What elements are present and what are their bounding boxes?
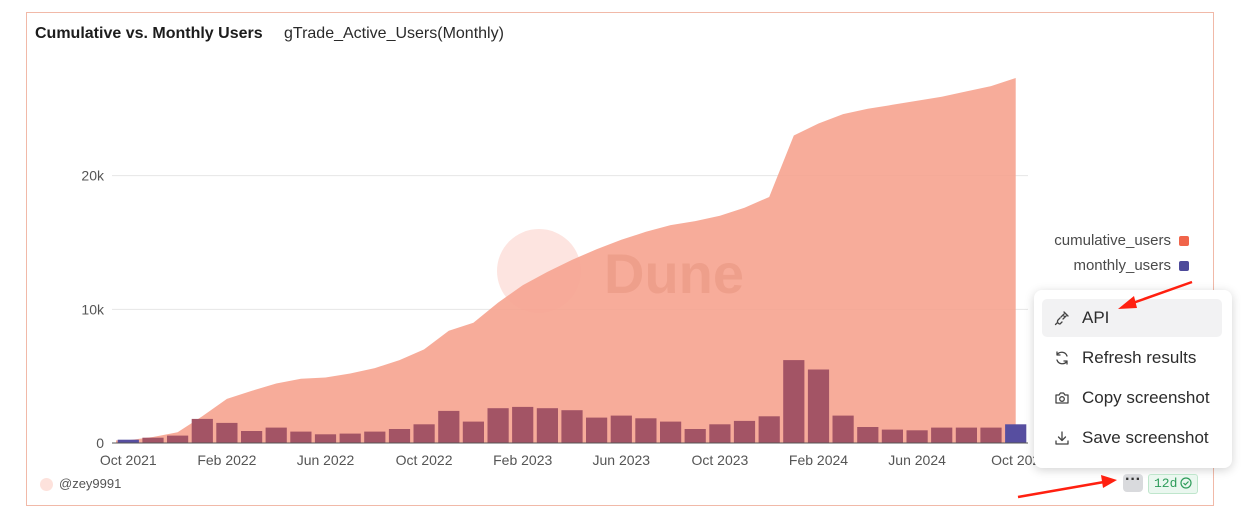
monthly-users-bar [265, 427, 287, 443]
watermark-text: Dune [604, 242, 744, 305]
age-badge: 12d [1148, 474, 1199, 494]
x-tick-label: Oct 202 [991, 452, 1040, 468]
monthly-users-bar [290, 431, 312, 443]
menu-item-label: API [1082, 308, 1110, 327]
menu-item-copy-screenshot[interactable]: Copy screenshot [1042, 379, 1222, 417]
monthly-users-bar [733, 420, 756, 443]
monthly-users-bar [388, 429, 411, 443]
camera-icon [1055, 392, 1069, 404]
monthly-users-bar [512, 406, 534, 443]
check-circle-icon [1180, 477, 1193, 489]
monthly-users-bar [241, 431, 263, 443]
menu-item-label: Copy screenshot [1082, 388, 1210, 407]
monthly-users-bar [167, 435, 189, 443]
author-name: @zey9991 [59, 476, 122, 491]
author-link[interactable]: @zey9991 [40, 476, 122, 492]
legend-label-cumulative: cumulative_users [1054, 232, 1171, 249]
y-tick-label: 20k [81, 168, 105, 184]
monthly-users-bar [536, 408, 558, 443]
monthly-users-bar [561, 410, 583, 443]
x-tick-label: Oct 2022 [396, 452, 453, 468]
context-menu: API Refresh results Copy screenshot Save… [1034, 290, 1232, 468]
monthly-users-bar [191, 418, 213, 443]
menu-item-api[interactable]: API [1042, 299, 1222, 337]
monthly-users-bar [462, 421, 484, 443]
legend[interactable]: cumulative_users monthly_users [1054, 231, 1189, 281]
menu-item-save-screenshot[interactable]: Save screenshot [1042, 419, 1222, 457]
legend-label-monthly: monthly_users [1073, 257, 1171, 274]
x-tick-label: Jun 2024 [888, 452, 946, 468]
monthly-users-bar [635, 418, 657, 443]
legend-swatch-cumulative [1179, 236, 1189, 247]
x-tick-label: Jun 2023 [592, 452, 650, 468]
monthly-users-bar [142, 437, 164, 443]
y-tick-label: 10k [81, 301, 105, 317]
x-tick-label: Feb 2024 [789, 452, 848, 468]
monthly-users-bar [487, 408, 509, 443]
monthly-users-bar [586, 417, 608, 443]
x-tick-label: Jun 2022 [297, 452, 355, 468]
x-tick-label: Feb 2023 [493, 452, 552, 468]
monthly-users-bar [364, 431, 386, 443]
more-dots-icon: ··· [1125, 471, 1141, 488]
monthly-users-bar [709, 424, 731, 443]
monthly-users-bar [881, 429, 903, 443]
monthly-users-bar [931, 427, 953, 443]
monthly-users-bar [955, 427, 977, 443]
monthly-users-bar [438, 410, 460, 443]
monthly-users-bar [758, 416, 780, 443]
monthly-users-bar [684, 429, 706, 443]
monthly-users-bar [413, 424, 435, 443]
monthly-users-bar [980, 427, 1002, 443]
monthly-users-bar [906, 430, 928, 443]
menu-item-label: Refresh results [1082, 348, 1197, 367]
legend-swatch-monthly [1179, 261, 1189, 272]
more-options-button[interactable]: ··· [1123, 471, 1143, 492]
monthly-users-bar [117, 439, 139, 443]
monthly-users-bar [216, 422, 238, 443]
avatar [40, 478, 53, 492]
menu-item-refresh[interactable]: Refresh results [1042, 339, 1222, 377]
monthly-users-bar [807, 369, 830, 443]
y-tick-label: 0 [96, 435, 104, 451]
monthly-users-bar [1005, 424, 1027, 443]
monthly-users-bar [339, 433, 361, 443]
refresh-icon [1056, 351, 1068, 365]
api-plug-icon [1054, 311, 1069, 326]
monthly-users-bar [314, 434, 337, 443]
monthly-users-bar [857, 427, 879, 443]
monthly-users-bar [610, 415, 632, 443]
age-text: 12d [1154, 476, 1178, 491]
x-tick-label: Feb 2022 [197, 452, 256, 468]
legend-item-cumulative[interactable]: cumulative_users [1054, 231, 1189, 256]
dune-logo-icon [497, 229, 581, 313]
download-icon [1055, 431, 1069, 445]
menu-item-label: Save screenshot [1082, 428, 1209, 447]
monthly-users-bar [660, 421, 682, 443]
chart-subtitle: gTrade_Active_Users(Monthly) [284, 25, 504, 42]
x-tick-label: Oct 2023 [691, 452, 748, 468]
monthly-users-bar [832, 415, 854, 443]
legend-item-monthly[interactable]: monthly_users [1054, 256, 1189, 281]
chart-title: Cumulative vs. Monthly Users [35, 25, 263, 42]
cumulative-users-area [116, 78, 1016, 443]
x-tick-label: Oct 2021 [100, 452, 157, 468]
monthly-users-bar [783, 360, 805, 443]
